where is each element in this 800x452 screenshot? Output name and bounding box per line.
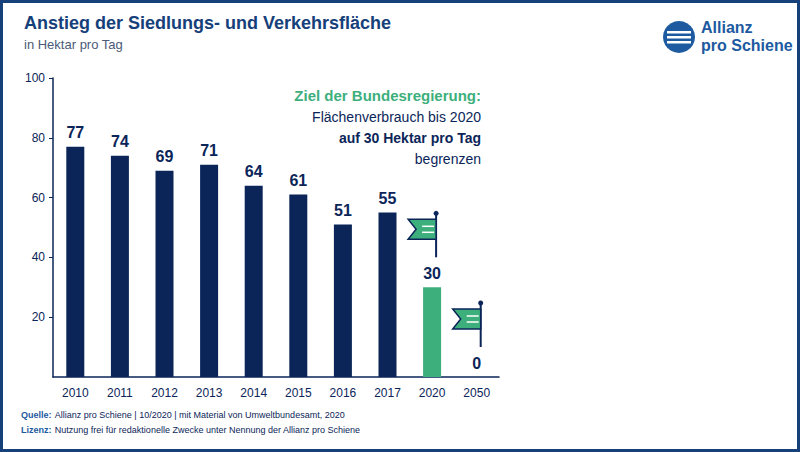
svg-text:2015: 2015: [285, 386, 312, 400]
svg-text:100: 100: [25, 71, 45, 85]
svg-text:2013: 2013: [196, 386, 223, 400]
svg-text:Quelle:: Quelle:: [21, 410, 52, 420]
svg-text:Allianz pro Schiene | 10/2020: Allianz pro Schiene | 10/2020 | mit Mate…: [55, 410, 345, 420]
svg-text:Ziel der Bundesregierung:: Ziel der Bundesregierung:: [294, 87, 481, 104]
svg-text:2014: 2014: [240, 386, 267, 400]
svg-text:2020: 2020: [419, 386, 446, 400]
svg-text:Allianz: Allianz: [701, 19, 753, 36]
svg-text:51: 51: [334, 202, 352, 219]
svg-text:auf 30 Hektar pro Tag: auf 30 Hektar pro Tag: [339, 130, 481, 146]
svg-text:61: 61: [289, 172, 307, 189]
svg-text:64: 64: [245, 163, 263, 180]
svg-text:2050: 2050: [463, 386, 490, 400]
svg-text:2017: 2017: [374, 386, 401, 400]
svg-text:77: 77: [66, 124, 84, 141]
svg-text:2010: 2010: [62, 386, 89, 400]
svg-text:71: 71: [200, 142, 218, 159]
svg-text:55: 55: [379, 190, 397, 207]
svg-text:2016: 2016: [330, 386, 357, 400]
svg-text:2012: 2012: [151, 386, 178, 400]
svg-text:40: 40: [32, 250, 46, 264]
svg-text:69: 69: [156, 148, 174, 165]
svg-text:Anstieg der Siedlungs- und Ver: Anstieg der Siedlungs- und Verkehrsfläch…: [24, 13, 391, 33]
svg-text:in Hektar pro Tag: in Hektar pro Tag: [24, 37, 123, 52]
svg-text:0: 0: [472, 355, 481, 372]
svg-text:74: 74: [111, 133, 129, 150]
svg-text:80: 80: [32, 131, 46, 145]
svg-text:20: 20: [32, 310, 46, 324]
svg-text:60: 60: [32, 191, 46, 205]
svg-text:Lizenz:: Lizenz:: [21, 425, 52, 435]
svg-text:30: 30: [423, 265, 441, 282]
svg-text:begrenzen: begrenzen: [415, 151, 481, 167]
svg-text:Flächenverbrauch bis 2020: Flächenverbrauch bis 2020: [312, 109, 481, 125]
svg-text:pro Schiene: pro Schiene: [701, 37, 793, 54]
svg-text:2011: 2011: [107, 386, 133, 400]
svg-text:Nutzung frei für redaktionelle: Nutzung frei für redaktionelle Zwecke un…: [55, 425, 360, 435]
